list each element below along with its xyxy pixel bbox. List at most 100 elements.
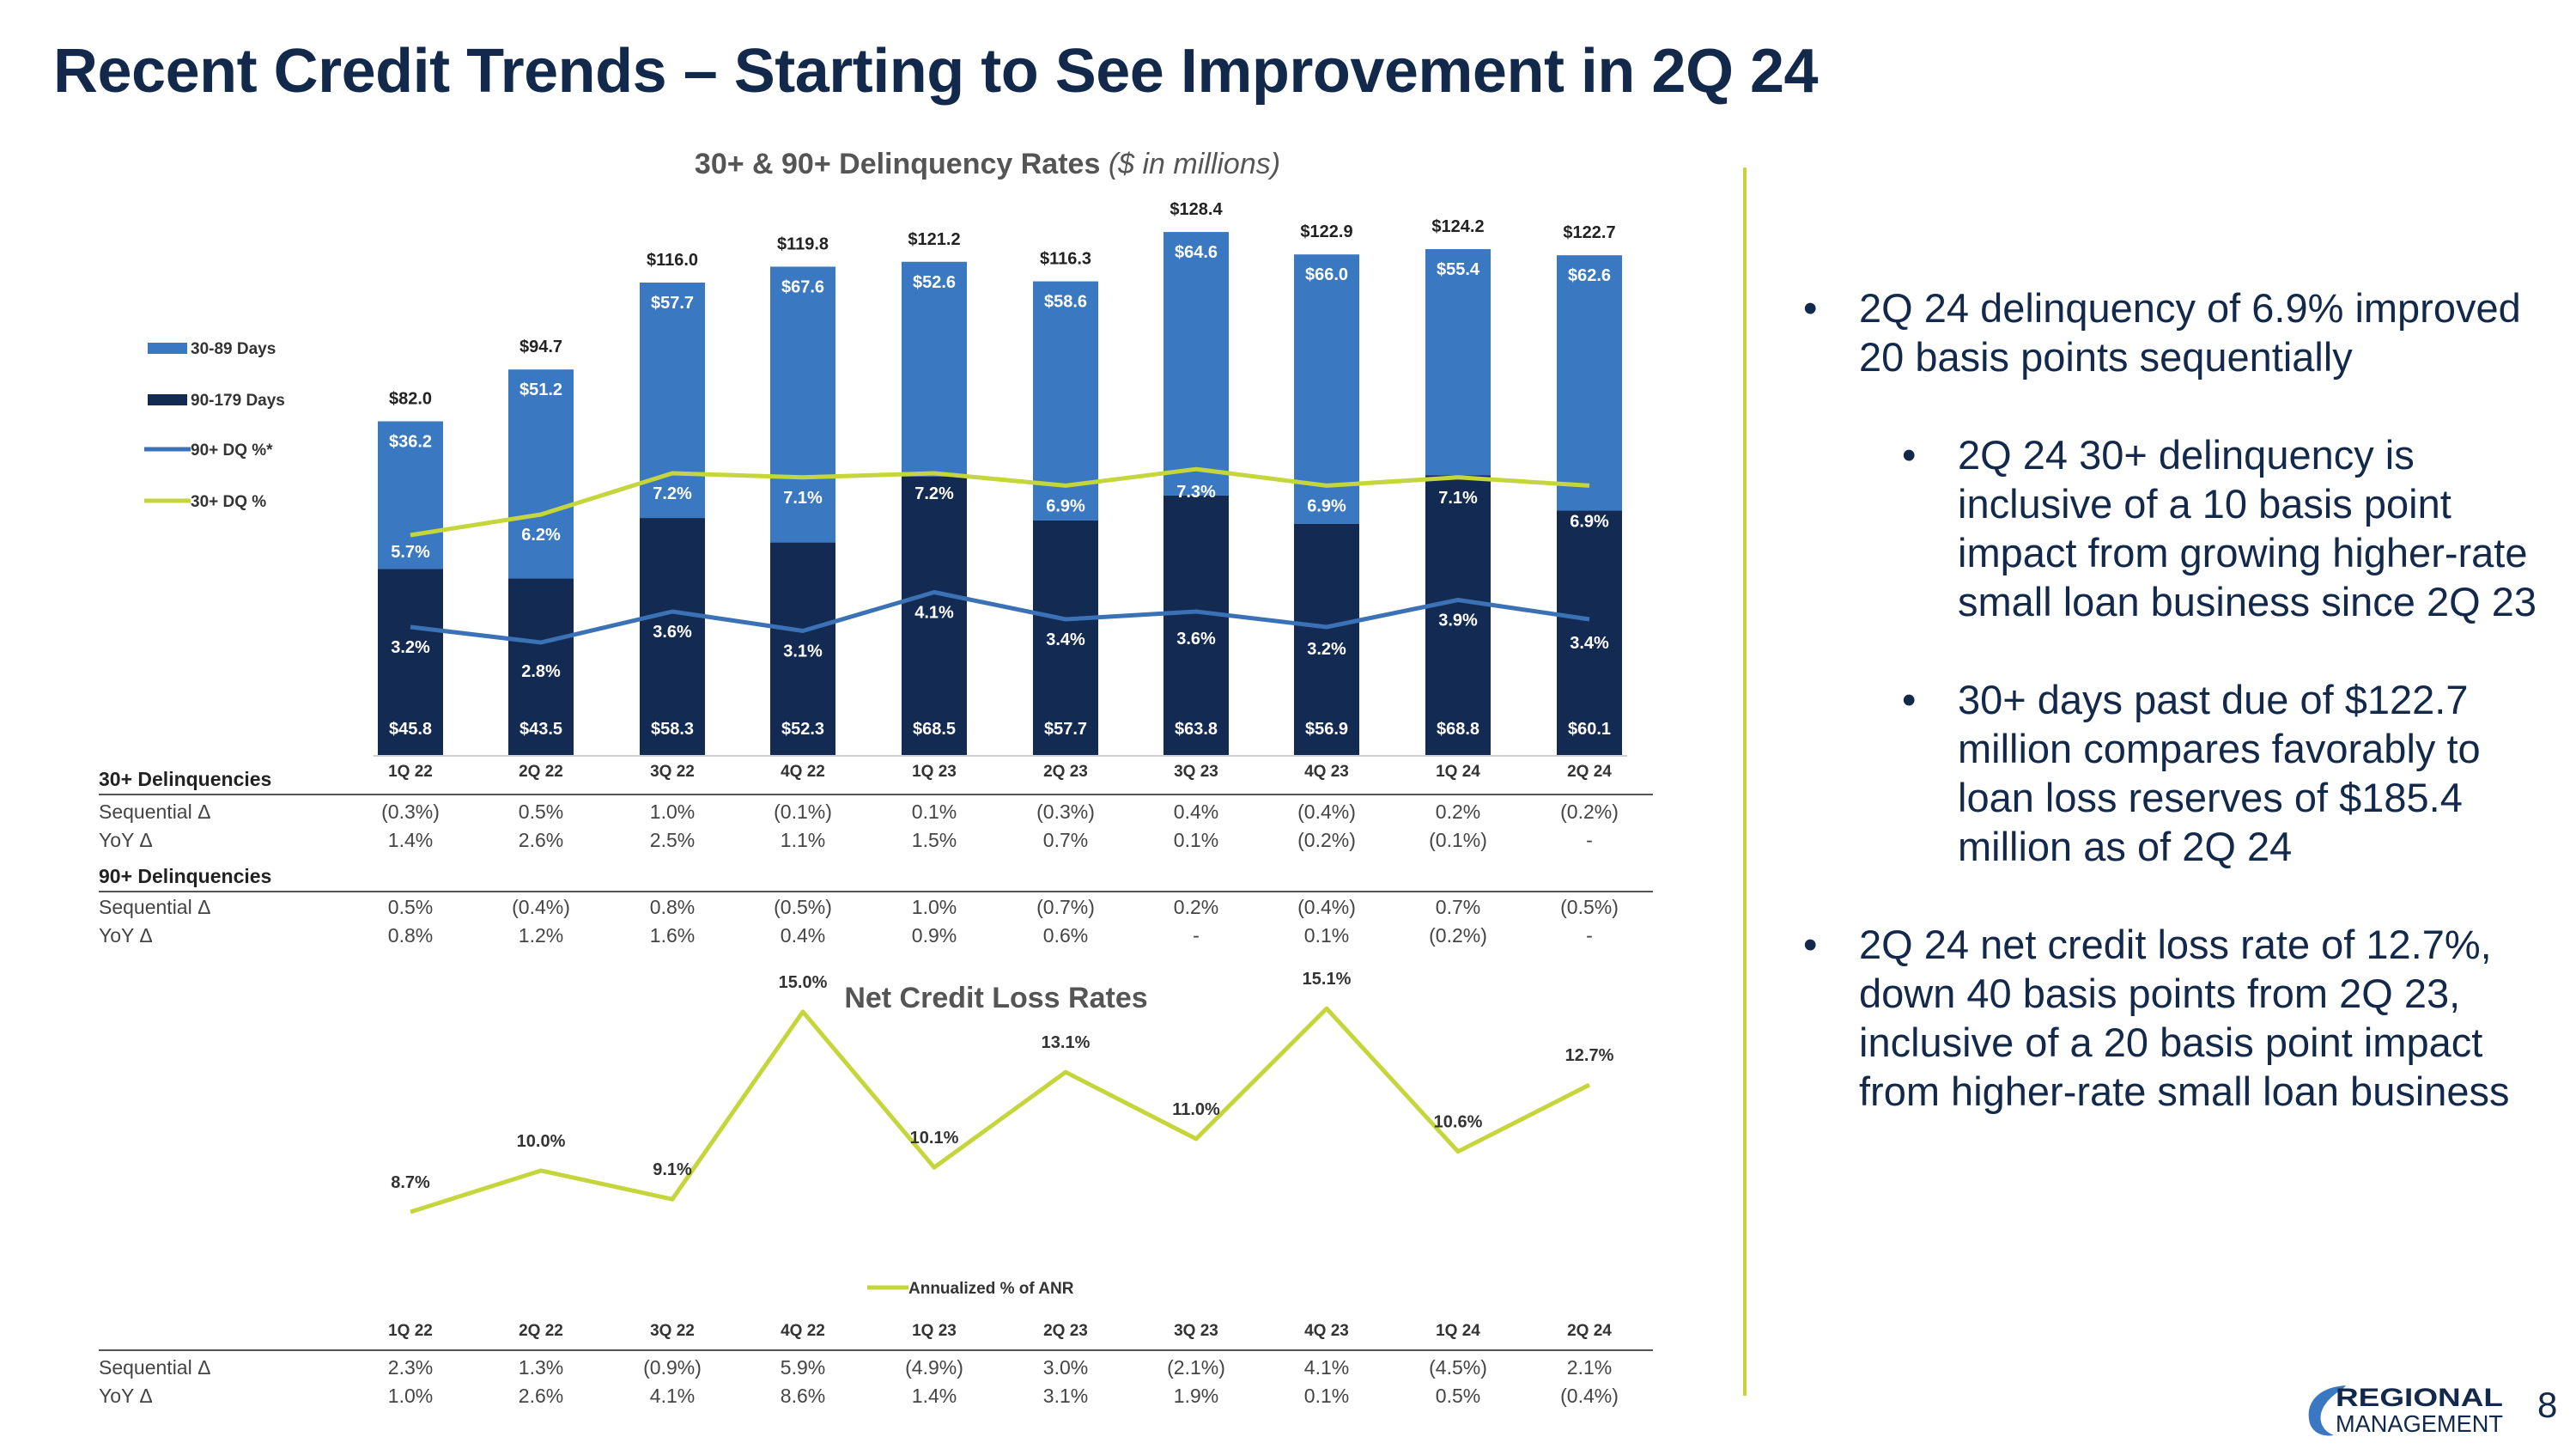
nco-x-tick-label: 1Q 22 [388,1322,433,1340]
dq30-label: 7.2% [914,484,954,503]
d30-seq-value: (0.3%) [381,801,440,823]
bar-label-30-89: $52.6 [913,273,956,292]
nco-seq-value: (4.9%) [905,1356,963,1379]
d90-yoy-value: 1.6% [650,924,695,947]
bar-90-179-days [1425,475,1491,756]
d90-yoy-value: 0.9% [912,924,957,947]
d30-seq-value: 0.2% [1436,801,1480,823]
bar-label-90-179: $43.5 [519,720,562,739]
bar-total-label: $122.7 [1563,223,1615,242]
bar-label-90-179: $60.1 [1568,720,1611,739]
nco-point-label: 9.1% [653,1160,692,1179]
x-tick-label: 3Q 23 [1174,763,1218,781]
nco-seq-value: (4.5%) [1429,1356,1487,1379]
bar-label-30-89: $57.7 [651,294,694,313]
bar-label-90-179: $68.5 [913,720,956,739]
bar-90-179-days [640,518,705,756]
d90-seq-value: 0.8% [650,896,695,918]
charts-svg: $45.8 $36.2 $82.0 1Q 22 $43.5 $51.2 $94.7 2Q 22… [99,200,1653,1407]
d90-yoy-label: YoY Δ [99,924,153,947]
dq30-label: 6.9% [1046,496,1085,515]
dq30-label: 7.1% [1438,489,1478,508]
x-tick-label: 2Q 23 [1043,763,1088,781]
nco-yoy-value: 0.5% [1436,1385,1480,1407]
nco-yoy-value: 8.6% [781,1385,825,1407]
nco-seq-value: 3.0% [1043,1356,1088,1379]
legend-label: 90-179 Days [191,392,285,410]
d90-seq-value: 0.7% [1436,896,1480,918]
d90-seq-value: 0.5% [388,896,433,918]
nco-seq-label: Sequential Δ [99,1356,210,1379]
nco-point-label: 10.1% [910,1129,959,1148]
bullet-delinquency: 2Q 24 delinquency of 6.9% improved 20 ba… [1803,283,2542,381]
x-tick-label: 1Q 24 [1436,763,1480,781]
nco-x-tick-label: 1Q 23 [912,1322,957,1340]
bar-label-30-89: $51.2 [519,381,562,399]
dq90-label: 3.4% [1570,634,1609,653]
bar-30-89-days [902,261,967,477]
bar-label-30-89: $67.6 [781,277,824,296]
nco-x-tick-label: 4Q 23 [1304,1322,1349,1340]
bar-label-90-179: $63.8 [1175,720,1218,739]
bar-label-30-89: $58.6 [1044,293,1087,312]
d90-yoy-value: 0.4% [781,924,825,947]
dq30-label: 7.3% [1176,483,1216,502]
bar-label-30-89: $66.0 [1305,265,1348,284]
d30-yoy-value: 1.5% [912,829,957,851]
d30-seq-value: (0.3%) [1036,801,1095,823]
dq90-label: 2.8% [521,662,561,681]
nco-point-label: 12.7% [1565,1046,1614,1065]
nco-seq-value: 2.3% [388,1356,433,1379]
nco-point-label: 15.0% [779,973,828,992]
nco-yoy-value: (0.4%) [1560,1385,1619,1407]
d30-seq-value: 0.4% [1174,801,1218,823]
bar-label-30-89: $62.6 [1568,266,1611,285]
bullet-net-credit-loss: 2Q 24 net credit loss rate of 12.7%, dow… [1803,920,2542,1116]
bar-label-90-179: $57.7 [1044,720,1087,739]
dq90-label: 3.2% [1307,640,1346,659]
x-tick-label: 1Q 22 [388,763,433,781]
x-tick-label: 1Q 23 [912,763,957,781]
legend-swatch [148,343,187,354]
d90-yoy-value: - [1586,924,1593,947]
d90-seq-value: (0.4%) [512,896,570,918]
bar-total-label: $128.4 [1170,200,1223,219]
dq30-label: 6.2% [521,526,561,545]
dq90-label: 3.2% [391,638,430,657]
nco-yoy-value: 1.0% [388,1385,433,1407]
d90-yoy-value: 0.8% [388,924,433,947]
logo-swoosh-icon [2308,1385,2346,1436]
d30-seq-value: 0.1% [912,801,957,823]
bar-30-89-days [508,369,574,579]
x-tick-label: 3Q 22 [650,763,695,781]
nco-point-label: 13.1% [1042,1033,1091,1052]
dq90-label: 3.9% [1438,612,1478,630]
bar-30-89-days [1163,232,1229,496]
d90-yoy-value: 1.2% [519,924,563,947]
dq90-label: 3.1% [783,642,823,661]
bar-label-90-179: $45.8 [389,720,432,739]
nco-x-tick-label: 4Q 22 [781,1322,825,1340]
d30-yoy-label: YoY Δ [99,829,153,851]
d30-yoy-value: 1.4% [388,829,433,851]
nco-point-label: 10.0% [517,1132,566,1151]
bar-label-30-89: $55.4 [1437,260,1480,279]
x-tick-label: 2Q 22 [519,763,563,781]
d30-yoy-value: 0.7% [1043,829,1088,851]
bar-90-179-days [1163,495,1229,756]
dq90-label: 4.1% [914,604,954,623]
dq30-label: 5.7% [391,543,430,562]
dq30-label: 6.9% [1307,496,1346,515]
nco-yoy-value: 2.6% [519,1385,563,1407]
bar-label-90-179: $56.9 [1305,720,1348,739]
page-number: 8 [2537,1385,2558,1425]
nco-yoy-value: 0.1% [1304,1385,1349,1407]
page-title: Recent Credit Trends – Starting to See I… [53,37,1819,106]
d90-yoy-value: (0.2%) [1429,924,1487,947]
nco-point-label: 11.0% [1172,1100,1220,1119]
d90-seq-label: Sequential Δ [99,896,210,918]
nco-yoy-value: 1.4% [912,1385,957,1407]
bar-total-label: $121.2 [908,230,960,249]
d90-yoy-value: 0.1% [1304,924,1349,947]
nco-legend-label: Annualized % of ANR [908,1280,1074,1298]
